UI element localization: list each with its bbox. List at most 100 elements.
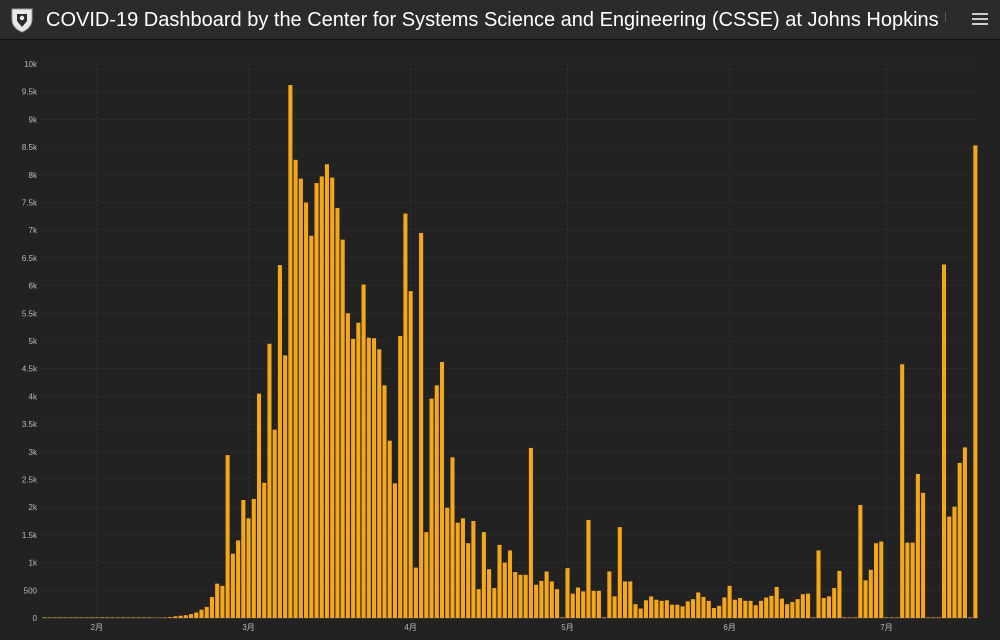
chart-bar[interactable] xyxy=(173,616,178,618)
chart-bar[interactable] xyxy=(450,457,455,618)
chart-bar[interactable] xyxy=(701,596,706,618)
chart-bar[interactable] xyxy=(194,612,199,618)
chart-bar[interactable] xyxy=(230,553,235,618)
chart-bar[interactable] xyxy=(466,543,471,618)
chart-bar[interactable] xyxy=(183,615,188,618)
chart-bar[interactable] xyxy=(94,617,99,618)
chart-bar[interactable] xyxy=(602,617,607,618)
chart-bar[interactable] xyxy=(617,527,622,618)
chart-bar[interactable] xyxy=(262,482,267,618)
chart-bar[interactable] xyxy=(853,617,858,618)
chart-bar[interactable] xyxy=(800,594,805,618)
chart-bar[interactable] xyxy=(858,504,863,618)
chart-bar[interactable] xyxy=(241,500,246,618)
chart-bar[interactable] xyxy=(764,597,769,619)
chart-bar[interactable] xyxy=(382,385,387,618)
chart-bar[interactable] xyxy=(659,600,664,618)
chart-bar[interactable] xyxy=(455,522,460,618)
chart-bar[interactable] xyxy=(732,599,737,618)
chart-bar[interactable] xyxy=(758,600,764,618)
chart-bar[interactable] xyxy=(47,617,52,618)
chart-bar[interactable] xyxy=(502,562,507,618)
chart-bar[interactable] xyxy=(424,532,429,618)
chart-bar[interactable] xyxy=(324,164,330,618)
chart-bar[interactable] xyxy=(968,617,973,618)
chart-bar[interactable] xyxy=(136,617,141,618)
chart-bar[interactable] xyxy=(607,571,612,618)
chart-bar[interactable] xyxy=(434,385,439,618)
chart-bar[interactable] xyxy=(209,596,214,618)
chart-bar[interactable] xyxy=(774,586,779,618)
chart-bar[interactable] xyxy=(873,543,879,618)
chart-bar[interactable] xyxy=(377,349,382,618)
chart-bar[interactable] xyxy=(743,600,748,618)
chart-bar[interactable] xyxy=(319,176,324,618)
chart-bar[interactable] xyxy=(58,617,63,618)
chart-bar[interactable] xyxy=(251,498,256,618)
chart-bar[interactable] xyxy=(654,599,659,618)
chart-bar[interactable] xyxy=(539,580,544,618)
chart-bar[interactable] xyxy=(429,398,434,618)
chart-bar[interactable] xyxy=(879,541,884,618)
chart-bar[interactable] xyxy=(523,574,528,618)
chart-bar[interactable] xyxy=(204,606,209,618)
chart-bar[interactable] xyxy=(84,617,89,618)
chart-bar[interactable] xyxy=(288,85,293,619)
chart-bar[interactable] xyxy=(534,584,539,618)
chart-bar[interactable] xyxy=(832,588,837,618)
chart-bar[interactable] xyxy=(246,518,251,618)
chart-bar[interactable] xyxy=(915,473,920,618)
chart-bar[interactable] xyxy=(345,313,350,618)
chart-bar[interactable] xyxy=(178,615,183,618)
chart-bar[interactable] xyxy=(560,617,565,618)
chart-bar[interactable] xyxy=(779,598,784,618)
chart-bar[interactable] xyxy=(544,571,549,618)
chart-bar[interactable] xyxy=(309,235,314,619)
chart-bar[interactable] xyxy=(236,540,241,618)
chart-bar[interactable] xyxy=(110,617,115,618)
chart-bar[interactable] xyxy=(126,617,131,618)
chart-bar[interactable] xyxy=(100,617,105,618)
chart-bar[interactable] xyxy=(220,585,225,618)
chart-bar[interactable] xyxy=(738,598,743,618)
chart-bar[interactable] xyxy=(351,338,356,618)
chart-bar[interactable] xyxy=(304,202,309,619)
chart-bar[interactable] xyxy=(147,617,152,618)
chart-bar[interactable] xyxy=(361,284,366,618)
chart-bar[interactable] xyxy=(706,600,711,618)
chart-bar[interactable] xyxy=(790,601,795,618)
chart-bar[interactable] xyxy=(664,600,669,618)
chart-bar[interactable] xyxy=(89,617,94,618)
chart-bar[interactable] xyxy=(795,599,800,618)
chart-bar[interactable] xyxy=(445,507,450,618)
chart-bar[interactable] xyxy=(806,593,811,618)
chart-bar[interactable] xyxy=(314,183,319,619)
chart-bar[interactable] xyxy=(722,597,727,619)
chart-bar[interactable] xyxy=(905,542,910,618)
chart-bar[interactable] xyxy=(586,519,591,618)
chart-bar[interactable] xyxy=(277,265,282,618)
chart-bar[interactable] xyxy=(188,614,194,618)
chart-bar[interactable] xyxy=(215,583,220,618)
chart-bar[interactable] xyxy=(513,572,518,618)
chart-bar[interactable] xyxy=(748,600,753,618)
chart-bar[interactable] xyxy=(79,617,84,618)
chart-bar[interactable] xyxy=(957,462,962,618)
chart-bar[interactable] xyxy=(115,617,120,618)
chart-bar[interactable] xyxy=(419,232,424,618)
chart-bar[interactable] xyxy=(643,600,648,618)
chart-bar[interactable] xyxy=(497,544,502,618)
chart-bar[interactable] xyxy=(199,609,204,618)
chart-bar[interactable] xyxy=(121,617,126,618)
chart-bar[interactable] xyxy=(811,617,816,618)
chart-bar[interactable] xyxy=(769,595,774,618)
chart-bar[interactable] xyxy=(947,516,952,618)
chart-bar[interactable] xyxy=(685,601,690,618)
chart-bar[interactable] xyxy=(962,447,967,618)
chart-bar[interactable] xyxy=(387,440,392,618)
chart-bar[interactable] xyxy=(356,322,361,618)
chart-bar[interactable] xyxy=(53,617,58,618)
chart-bar[interactable] xyxy=(366,337,371,618)
chart-bar[interactable] xyxy=(826,596,832,618)
chart-bar[interactable] xyxy=(690,599,696,618)
